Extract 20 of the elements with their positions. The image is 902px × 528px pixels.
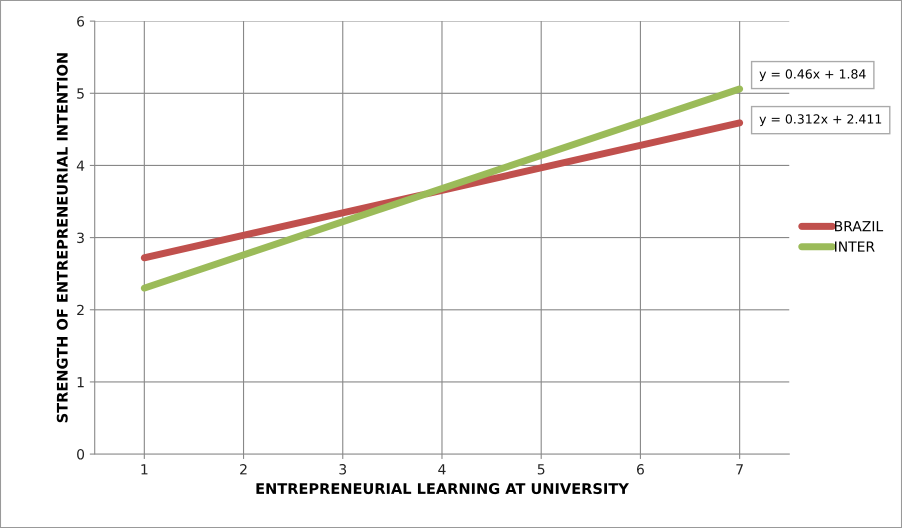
legend-label: BRAZIL (835, 221, 884, 232)
annotation: y = 0.46x + 1.84 (759, 69, 866, 82)
y-tick-label: 4 (76, 160, 84, 171)
x-axis-title: ENTREPRENEURIAL LEARNING AT UNIVERSITY (256, 483, 629, 494)
y-tick-label: 1 (78, 377, 84, 388)
y-tick-label: 0 (77, 449, 84, 460)
legend-label: INTER (835, 242, 875, 252)
x-tick-label: 4 (438, 464, 446, 474)
x-tick-label: 3 (339, 464, 346, 475)
x-tick-label: 2 (240, 464, 247, 474)
x-tick-label: 1 (141, 464, 148, 474)
x-tick-label: 7 (736, 464, 743, 474)
annotation: y = 0.312x + 2.411 (759, 114, 882, 126)
y-axis-title: STRENGTH OF ENTREPRENEURIAL INTENTION (56, 53, 68, 422)
x-tick-label: 5 (538, 464, 544, 475)
y-tick-label: 3 (77, 232, 84, 244)
y-tick-label: 5 (77, 88, 84, 99)
x-tick-label: 6 (636, 464, 644, 475)
y-tick-label: 2 (77, 304, 84, 316)
y-tick-label: 6 (77, 16, 84, 27)
